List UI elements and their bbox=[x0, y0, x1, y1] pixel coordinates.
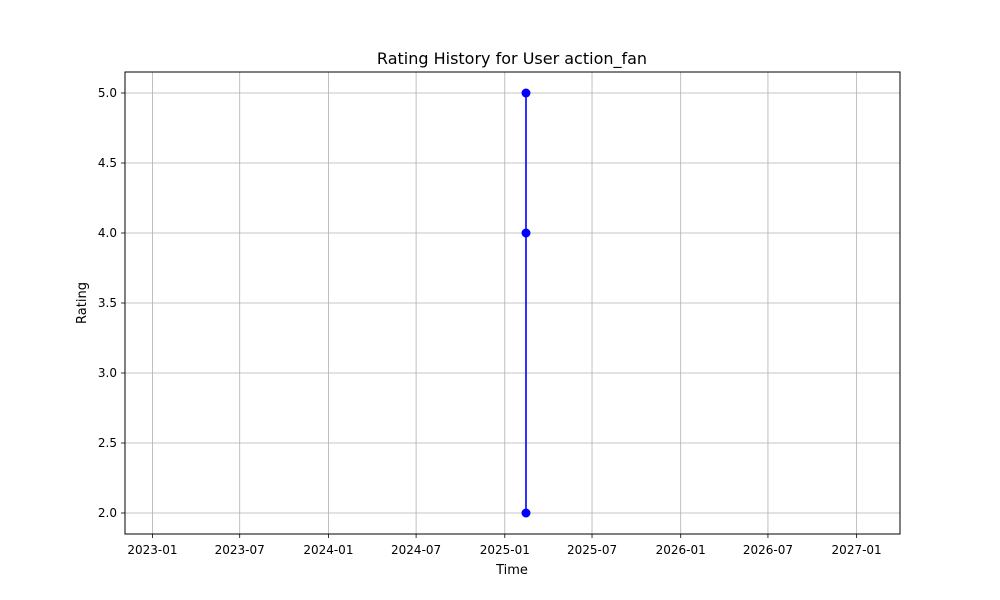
y-axis: 2.0 2.5 3.0 3.5 4.0 4.5 5.0 bbox=[98, 86, 125, 520]
y-tick-label: 5.0 bbox=[98, 86, 117, 100]
x-tick-label: 2025-07 bbox=[567, 543, 617, 557]
x-axis-label: Time bbox=[495, 563, 528, 578]
y-tick-label: 3.0 bbox=[98, 366, 117, 380]
grid-lines bbox=[125, 72, 900, 534]
data-point bbox=[521, 508, 531, 518]
x-tick-label: 2023-01 bbox=[127, 543, 177, 557]
y-tick-label: 4.0 bbox=[98, 226, 117, 240]
data-point bbox=[521, 88, 531, 98]
y-tick-label: 3.5 bbox=[98, 296, 117, 310]
data-point bbox=[521, 228, 531, 238]
x-tick-label: 2023-07 bbox=[215, 543, 265, 557]
y-tick-label: 2.0 bbox=[98, 506, 117, 520]
x-tick-label: 2027-01 bbox=[832, 543, 882, 557]
x-tick-label: 2024-07 bbox=[391, 543, 441, 557]
x-tick-label: 2024-01 bbox=[303, 543, 353, 557]
x-tick-label: 2026-07 bbox=[743, 543, 793, 557]
y-tick-label: 2.5 bbox=[98, 436, 117, 450]
y-tick-label: 4.5 bbox=[98, 156, 117, 170]
x-axis: 2023-01 2023-07 2024-01 2024-07 2025-01 2025-… bbox=[127, 534, 882, 557]
chart-title: Rating History for User action_fan bbox=[377, 49, 647, 69]
series-group bbox=[521, 88, 531, 518]
y-axis-label: Rating bbox=[75, 282, 90, 324]
x-tick-label: 2026-01 bbox=[656, 543, 706, 557]
x-tick-label: 2025-01 bbox=[480, 543, 530, 557]
